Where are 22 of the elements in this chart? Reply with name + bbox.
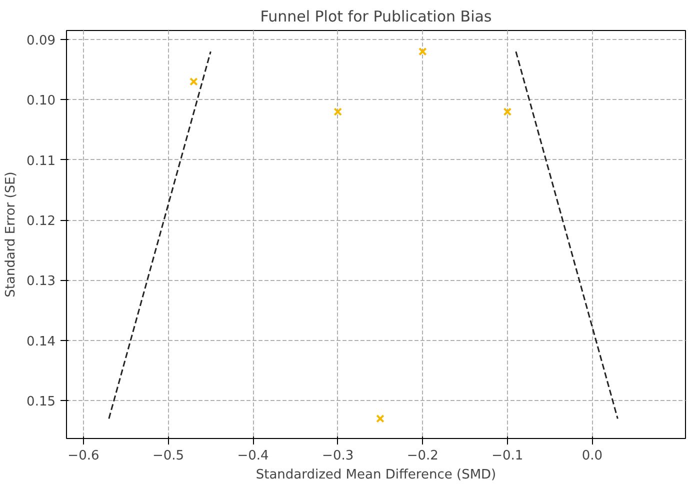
y-tick-label: 0.14 bbox=[26, 334, 56, 350]
y-tick-label: 0.12 bbox=[26, 214, 56, 230]
chart-title: Funnel Plot for Publication Bias bbox=[260, 8, 492, 26]
x-tick-label: −0.2 bbox=[406, 448, 438, 464]
point bbox=[190, 77, 198, 86]
x-tick-label: 0.0 bbox=[582, 448, 603, 464]
x-tick-label: −0.1 bbox=[492, 448, 524, 464]
y-tick-label: 0.11 bbox=[26, 154, 56, 169]
y-tick-label: 0.13 bbox=[26, 274, 56, 290]
y-tick-label: 0.10 bbox=[26, 94, 56, 109]
point bbox=[418, 47, 427, 56]
y-tick-label: 0.09 bbox=[26, 34, 56, 49]
x-tick-label: −0.3 bbox=[322, 448, 354, 464]
y-axis-title: Standard Error (SE) bbox=[4, 172, 19, 298]
x-tick-label: −0.5 bbox=[152, 448, 184, 464]
x-tick-label: −0.6 bbox=[68, 448, 100, 464]
y-tick-label: 0.15 bbox=[26, 394, 56, 410]
x-axis-title: Standardized Mean Difference (SMD) bbox=[256, 468, 496, 482]
point bbox=[503, 108, 512, 116]
point bbox=[334, 108, 342, 116]
point bbox=[376, 414, 384, 423]
x-tick-label: −0.4 bbox=[237, 448, 269, 464]
